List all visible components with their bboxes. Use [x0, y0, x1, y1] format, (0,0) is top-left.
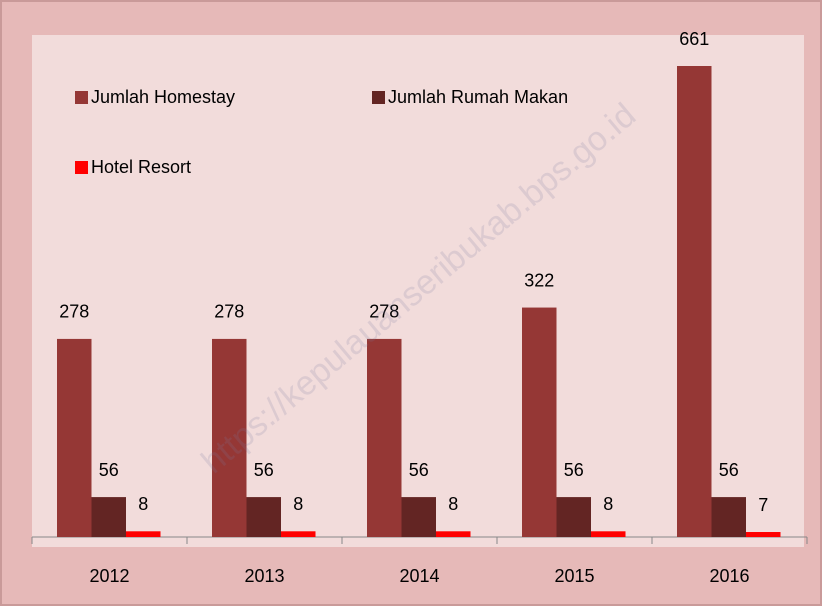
- bar: [126, 531, 161, 537]
- bar: [57, 338, 92, 537]
- bar: [591, 531, 626, 537]
- plot-area: [32, 35, 804, 547]
- bar: [677, 66, 712, 537]
- x-tick-label: 2013: [244, 566, 284, 586]
- data-label: 56: [409, 460, 429, 480]
- marks: 2012 278 56 8 2013 278 56 8 2014 278 56 8 2015 322 56 8…: [31, 29, 808, 586]
- bar: [367, 338, 402, 537]
- data-label: 322: [524, 270, 554, 290]
- bar: [711, 497, 746, 537]
- data-label: 56: [719, 460, 739, 480]
- bar: [401, 497, 436, 537]
- legend-swatch: [75, 161, 88, 174]
- data-label: 7: [758, 495, 768, 515]
- bar: [281, 531, 316, 537]
- data-label: 278: [214, 302, 244, 322]
- data-label: 278: [59, 302, 89, 322]
- legend-swatch: [372, 91, 385, 104]
- bar: [91, 497, 126, 537]
- data-label: 56: [99, 460, 119, 480]
- bar: [746, 532, 781, 537]
- data-label: 278: [369, 302, 399, 322]
- data-label: 56: [564, 460, 584, 480]
- data-label: 8: [138, 494, 148, 514]
- bar: [246, 497, 281, 537]
- data-label: 56: [254, 460, 274, 480]
- bar: [436, 531, 471, 537]
- x-tick-label: 2014: [399, 566, 439, 586]
- data-label: 8: [448, 494, 458, 514]
- data-label: 661: [679, 29, 709, 49]
- x-tick-label: 2015: [554, 566, 594, 586]
- legend-swatch: [75, 91, 88, 104]
- x-tick-label: 2012: [89, 566, 129, 586]
- x-tick-label: 2016: [709, 566, 749, 586]
- legend-label: Jumlah Homestay: [91, 87, 235, 107]
- data-label: 8: [603, 494, 613, 514]
- bar: [212, 338, 247, 537]
- legend-label: Hotel Resort: [91, 157, 191, 177]
- data-label: 8: [293, 494, 303, 514]
- legend-label: Jumlah Rumah Makan: [388, 87, 568, 107]
- bar: [556, 497, 591, 537]
- bar: [522, 307, 557, 537]
